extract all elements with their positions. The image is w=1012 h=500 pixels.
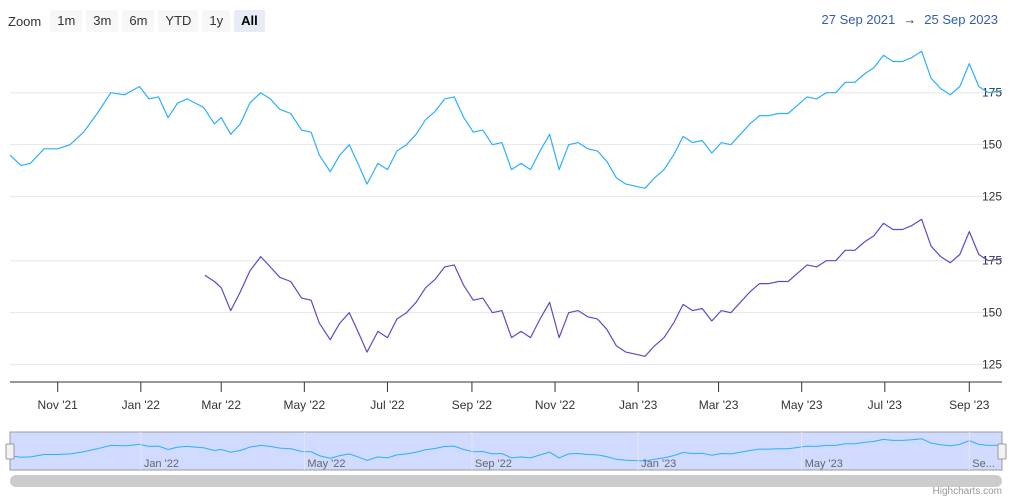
series-line-bottom — [204, 218, 1003, 357]
y-tick-label: 125 — [982, 190, 1002, 204]
range-arrow: → — [903, 12, 917, 27]
navigator-label: May '22 — [307, 458, 345, 470]
range-to-input[interactable]: 25 Sep 2023 — [924, 12, 998, 27]
navigator-window — [9, 431, 1003, 471]
zoom-button-ytd[interactable]: YTD — [158, 10, 199, 32]
x-tick-label: May '23 — [781, 398, 823, 412]
credits-link[interactable]: Highcharts.com — [932, 486, 1002, 497]
range-from-input[interactable]: 27 Sep 2021 — [821, 12, 896, 27]
navigator-series — [9, 438, 1003, 462]
navigator-label: Jan '22 — [144, 458, 179, 470]
x-tick-label: Mar '22 — [201, 398, 241, 412]
zoom-button-6m[interactable]: 6m — [122, 10, 155, 32]
scrollbar — [10, 475, 1002, 487]
series-line-top — [9, 50, 1003, 189]
y-tick-label: 150 — [982, 306, 1002, 320]
x-tick-label: Jul '23 — [868, 398, 903, 412]
x-tick-label: Jan '23 — [619, 398, 658, 412]
y-tick-label: 125 — [982, 358, 1002, 372]
y-tick-label: 150 — [982, 138, 1002, 152]
date-range: 27 Sep 2021 → 25 Sep 2023 — [822, 12, 998, 27]
x-tick-label: Nov '21 — [38, 398, 79, 412]
navigator-handle-left — [5, 443, 15, 460]
x-tick-label: Sep '22 — [452, 398, 493, 412]
zoom-button-3m[interactable]: 3m — [86, 10, 119, 32]
x-tick-label: Mar '23 — [699, 398, 739, 412]
x-tick-label: May '22 — [284, 398, 326, 412]
x-tick-label: Jul '22 — [370, 398, 405, 412]
zoom-button-all[interactable]: All — [234, 10, 265, 32]
navigator-label: May '23 — [805, 458, 843, 470]
x-tick-label: Nov '22 — [535, 398, 576, 412]
x-tick-label: Sep '23 — [949, 398, 990, 412]
range-selector: Zoom 1m 3m 6m YTD 1y All — [8, 9, 265, 33]
zoom-label: Zoom — [8, 13, 42, 29]
navigator-handle-right — [997, 443, 1007, 460]
zoom-button-1m[interactable]: 1m — [50, 10, 83, 32]
navigator-label: Sep '22 — [475, 458, 512, 470]
zoom-button-1y[interactable]: 1y — [202, 10, 231, 32]
navigator-label: Se... — [972, 458, 995, 470]
navigator-label: Jan '23 — [641, 458, 676, 470]
x-tick-label: Jan '22 — [122, 398, 161, 412]
